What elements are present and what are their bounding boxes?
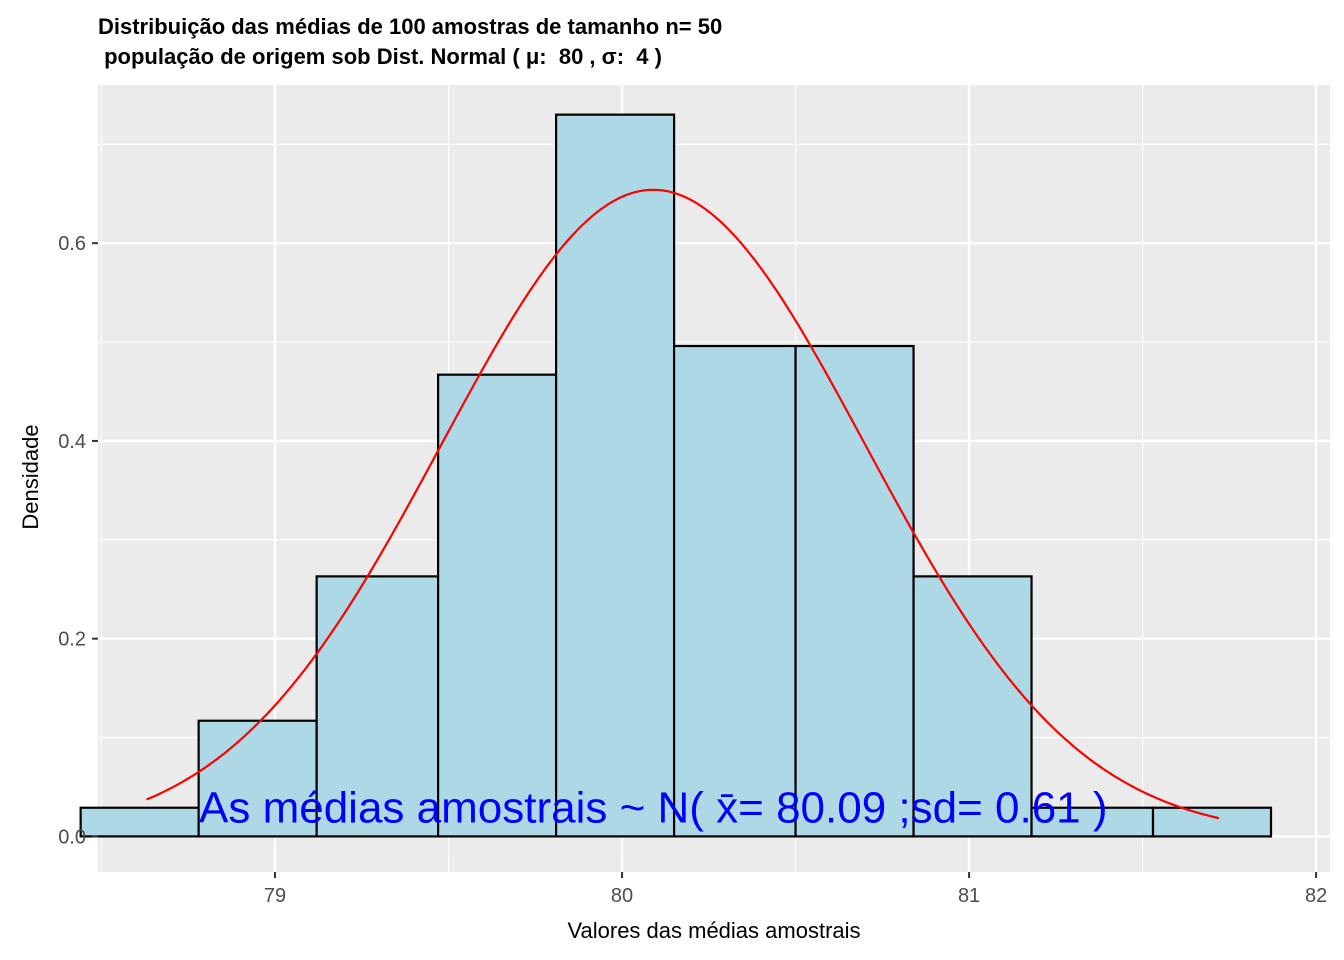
x-tick-label: 79 [264, 885, 286, 907]
annotation-layer: As médias amostrais ~ N( x̄= 80.09 ;sd= … [199, 784, 1108, 833]
x-axis-ticks: 79 80 81 82 [264, 872, 1327, 907]
y-tick-label: 0.2 [58, 629, 86, 651]
x-tick-label: 81 [958, 885, 980, 907]
histogram-bar-2 [197, 719, 318, 838]
x-tick-label: 82 [1305, 885, 1327, 907]
y-axis-ticks: 0.0 0.2 0.4 0.6 [58, 233, 98, 848]
histogram-bar-5 [554, 113, 676, 838]
histogram-bar-10 [1151, 806, 1273, 838]
x-axis-title: Valores das médias amostrais [567, 918, 860, 943]
y-axis-title: Densidade [18, 424, 43, 529]
histogram-bar-9 [1030, 806, 1155, 838]
distribution-annotation: As médias amostrais ~ N( x̄= 80.09 ;sd= … [199, 784, 1108, 833]
histogram-bars [79, 113, 1273, 838]
x-tick-label: 80 [611, 885, 633, 907]
chart-title-line-2: população de origem sob Dist. Normal ( μ… [98, 44, 662, 69]
histogram-bar-8 [912, 575, 1033, 838]
histogram-bar-1 [79, 806, 200, 838]
histogram-bar-3 [315, 575, 440, 838]
y-tick-label: 0.4 [58, 431, 86, 453]
normal-curve-layer [146, 188, 1220, 820]
histogram-bar-7 [794, 344, 915, 838]
histogram-bar-6 [672, 344, 797, 838]
chart-title-line-1: Distribuição das médias de 100 amostras … [98, 14, 722, 39]
y-tick-label: 0.0 [58, 826, 86, 848]
y-tick-label: 0.6 [58, 233, 86, 255]
histogram-bar-4 [437, 373, 558, 838]
normal-density-curve [146, 188, 1220, 820]
